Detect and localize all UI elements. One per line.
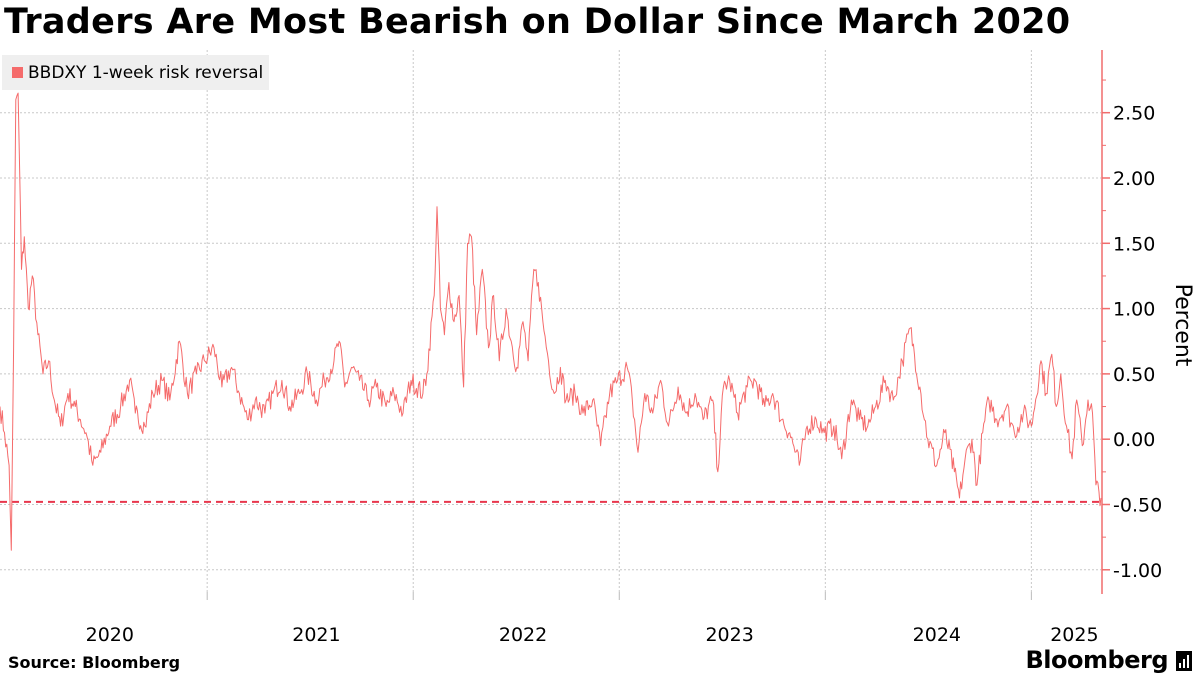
x-tick-label-3: 2023 <box>705 624 753 646</box>
y-tick-label-0: 2.50 <box>1113 103 1155 125</box>
y-tick-label-6: -0.50 <box>1113 494 1162 516</box>
chart-title: Traders Are Most Bearish on Dollar Since… <box>4 2 1071 42</box>
y-tick-label-2: 1.50 <box>1113 233 1155 255</box>
series-line <box>0 92 1102 551</box>
series-group <box>0 92 1102 551</box>
x-tick-label-1: 2021 <box>292 624 340 646</box>
source-note: Source: Bloomberg <box>8 653 181 672</box>
y-axis: 2.50 2.00 1.50 1.00 0.50 0.00 -0.50 -1.00 <box>1101 50 1162 594</box>
y-tick-label-3: 1.00 <box>1113 299 1155 321</box>
x-tick-label-4: 2024 <box>913 624 961 646</box>
x-axis: 2020 2021 2022 2023 2024 2025 <box>86 592 1099 646</box>
y-tick-label-4: 0.50 <box>1113 364 1155 386</box>
x-tick-label-5: 2025 <box>1050 624 1098 646</box>
y-axis-label: Percent <box>1170 284 1195 367</box>
y-tick-label-5: 0.00 <box>1113 429 1155 451</box>
x-tick-label-0: 2020 <box>86 624 134 646</box>
y-tick-label-7: -1.00 <box>1113 560 1162 582</box>
grid <box>0 50 1101 592</box>
y-tick-label-1: 2.00 <box>1113 168 1155 190</box>
legend-label: BBDXY 1-week risk reversal <box>28 62 264 83</box>
legend: BBDXY 1-week risk reversal <box>2 55 269 90</box>
legend-swatch <box>12 67 23 78</box>
x-tick-label-2: 2022 <box>499 624 547 646</box>
brand-logo: Bloomberg <box>1025 646 1169 674</box>
bar-chart-icon <box>1176 651 1192 671</box>
